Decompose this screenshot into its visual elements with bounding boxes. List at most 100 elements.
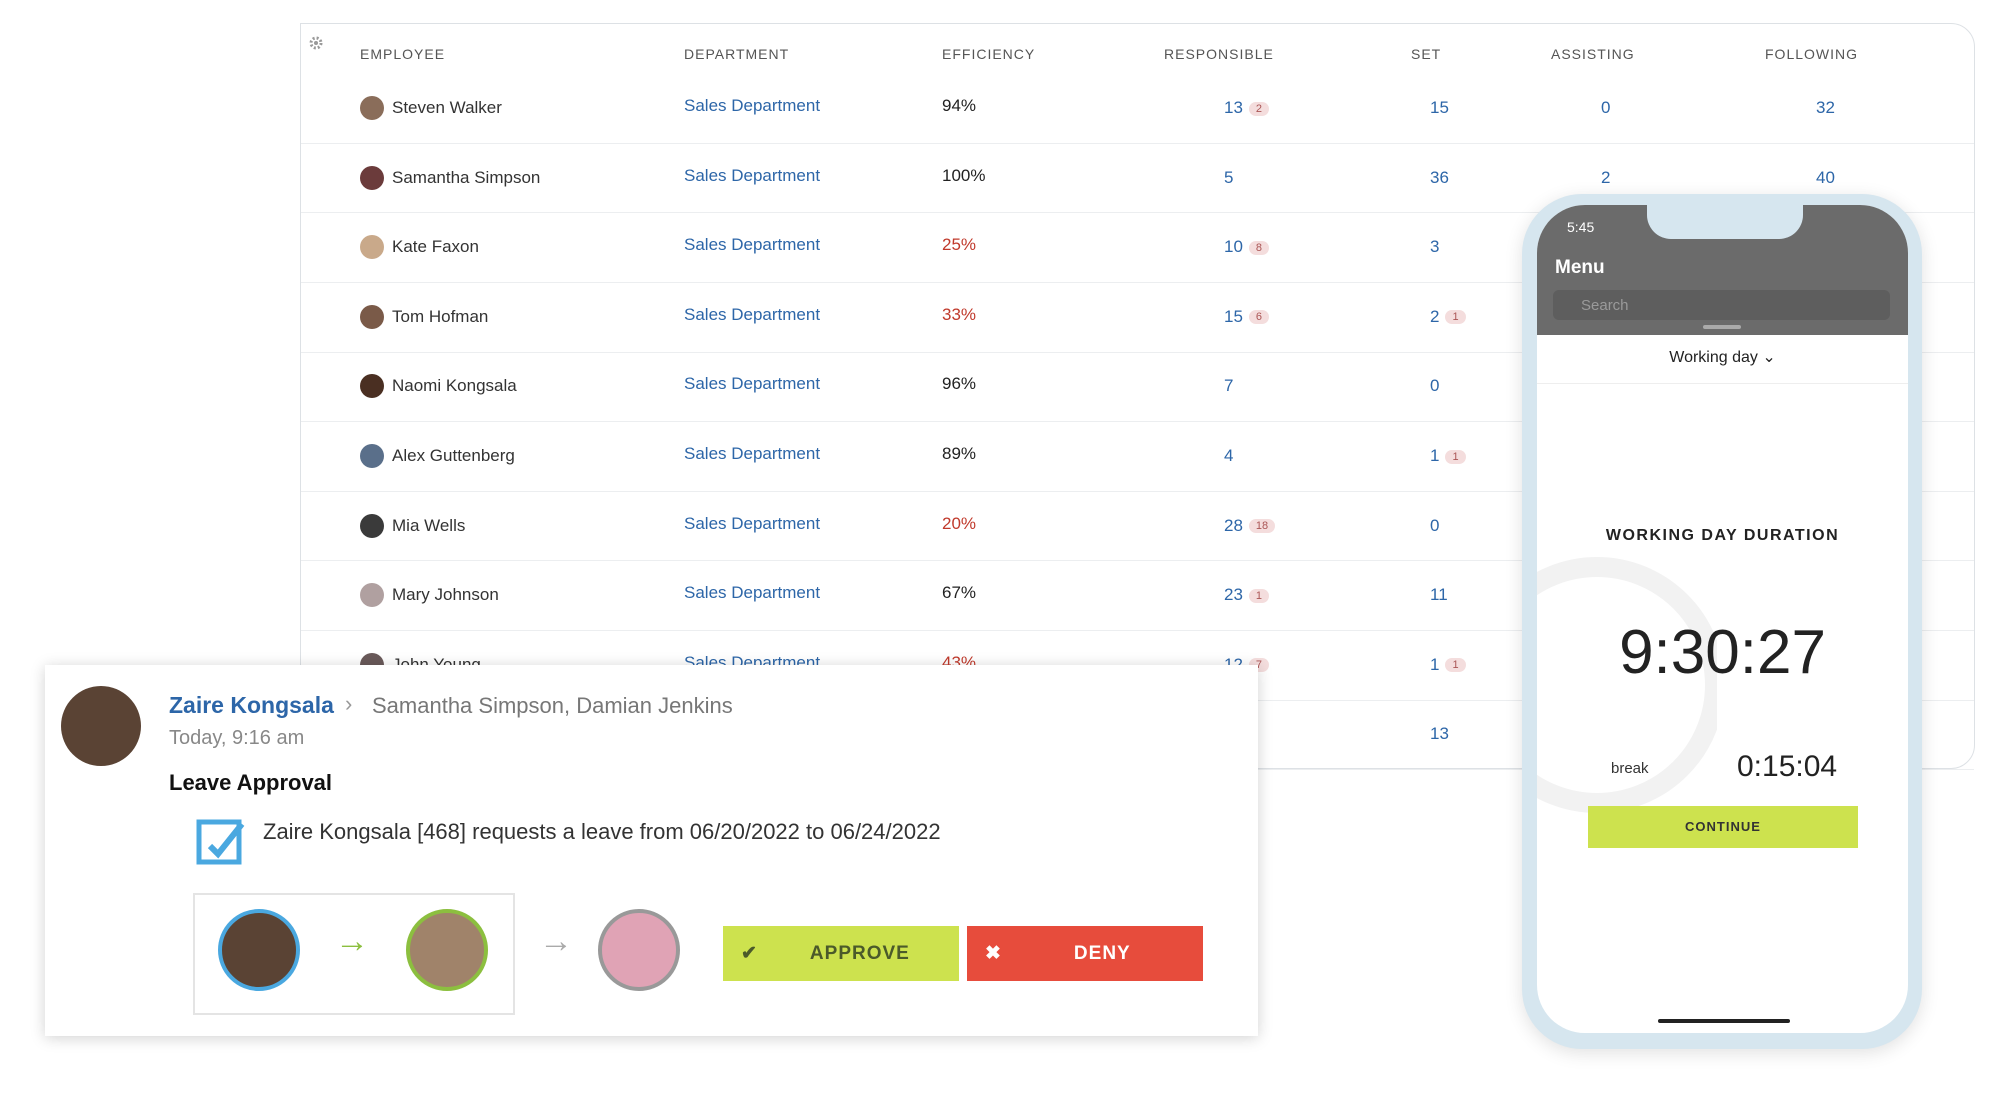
responsible-cell: 28 18: [1224, 515, 1276, 536]
responsible-cell: 5: [1224, 168, 1233, 188]
set-count: 13: [1430, 724, 1449, 744]
responsible-cell: 13 2: [1224, 98, 1270, 118]
set-badge: 1: [1445, 310, 1466, 325]
responsible-count: 5: [1224, 167, 1234, 187]
set-count: 15: [1430, 98, 1449, 117]
following-count: 32: [1816, 98, 1835, 117]
duration-label: WORKING DAY DURATION: [1605, 527, 1840, 544]
set-count: 1: [1430, 654, 1440, 674]
following-cell: 32: [1816, 98, 1835, 118]
search-box[interactable]: [1553, 290, 1890, 320]
title: Leave Approval: [169, 770, 333, 795]
responsible-count: 4: [1224, 446, 1234, 465]
clock: 5:45: [1567, 219, 1595, 235]
responsible-count: 28: [1224, 515, 1243, 535]
approve-button[interactable]: ✔ APPROVE: [723, 926, 959, 981]
assisting-count: 0: [1601, 98, 1611, 117]
employee-name: Steven Walker: [392, 98, 502, 117]
mode-select[interactable]: Working day ⌄: [1537, 335, 1908, 384]
employee-name: Tom Hofman: [392, 306, 489, 326]
responsible-count: 13: [1224, 98, 1243, 117]
leave-icon: [196, 819, 245, 865]
message: Zaire Kongsala [468] requests a leave fr…: [263, 819, 941, 844]
department: Sales Department: [684, 165, 821, 185]
set-cell: 0: [1430, 516, 1439, 536]
responsible-badge: 8: [1248, 240, 1270, 255]
employee-avatar: [360, 96, 384, 120]
column-header: FOLLOWING: [1765, 46, 1859, 62]
break-time: 0:15:04: [1737, 750, 1838, 783]
column-header: ASSISTING: [1551, 46, 1635, 62]
set-count: 1: [1430, 446, 1440, 465]
notification-card: Zaire Kongsala › Samantha Simpson, Damia…: [45, 665, 1258, 1036]
set-cell: 36: [1430, 168, 1449, 188]
flow-arrow: →: [335, 922, 369, 960]
responsible-cell: 23 1: [1224, 585, 1270, 605]
responsible-cell: 4: [1224, 446, 1233, 466]
employee-name: Mary Johnson: [392, 585, 499, 605]
approve-label: APPROVE: [809, 943, 910, 964]
employee-name: Mia Wells: [392, 515, 466, 535]
set-count: 36: [1430, 167, 1449, 187]
requester-avatar: [218, 909, 300, 991]
settings-icon[interactable]: [307, 34, 325, 52]
assisting-cell: 0: [1601, 98, 1610, 118]
recipients: Samantha Simpson, Damian Jenkins: [372, 693, 733, 718]
responsible-count: 10: [1224, 237, 1243, 257]
deny-label: DENY: [1073, 943, 1131, 964]
employee-name: Kate Faxon: [392, 237, 479, 257]
time: Today, 9:16 am: [169, 727, 305, 749]
set-count: 11: [1430, 585, 1448, 605]
column-header: EFFICIENCY: [942, 46, 1036, 62]
set-count: 0: [1430, 376, 1440, 396]
responsible-count: 7: [1224, 376, 1234, 396]
department: Sales Department: [684, 513, 821, 533]
employee-name: Alex Guttenberg: [392, 446, 515, 465]
flow-arrow: →: [539, 922, 573, 960]
efficiency: 33%: [942, 304, 977, 324]
employee-avatar: [360, 374, 384, 399]
handle: [1703, 325, 1741, 329]
department: Sales Department: [684, 235, 821, 255]
employee-avatar: [360, 165, 384, 190]
set-badge: 1: [1445, 449, 1466, 464]
employee-name: Naomi Kongsala: [392, 376, 517, 396]
employee-avatar: [360, 304, 384, 329]
row-divider: [301, 142, 1974, 144]
assisting-cell: 2: [1601, 168, 1610, 188]
set-cell: 13: [1430, 724, 1449, 744]
row-divider: [301, 282, 1974, 283]
responsible-badge: 2: [1248, 101, 1270, 116]
efficiency: 96%: [942, 374, 977, 394]
row-divider: [301, 490, 1974, 492]
efficiency: 25%: [942, 235, 977, 255]
efficiency: 89%: [942, 444, 977, 463]
home-bar: [1658, 1019, 1790, 1023]
author[interactable]: Zaire Kongsala: [169, 692, 334, 718]
responsible-count: 23: [1224, 585, 1243, 605]
phone-screen: 5:45 Menu Search Working day ⌄ WORKING D…: [1537, 205, 1908, 1033]
employee-avatar: [360, 235, 384, 260]
department: Sales Department: [684, 444, 821, 463]
search-placeholder: Search: [1581, 297, 1629, 314]
column-header: EMPLOYEE: [360, 46, 446, 62]
employee-avatar: [360, 444, 384, 468]
set-count: 3: [1430, 237, 1440, 257]
department: Sales Department: [684, 96, 821, 115]
row-divider: [301, 351, 1974, 353]
responsible-badge: 1: [1248, 588, 1270, 603]
responsible-cell: 7: [1224, 376, 1233, 396]
column-header: SET: [1411, 46, 1442, 62]
approval-flow: [193, 893, 515, 1015]
employee-name: Samantha Simpson: [392, 167, 541, 187]
break-label: break: [1611, 760, 1649, 777]
set-cell: 11: [1430, 585, 1448, 605]
deny-button[interactable]: ✖ DENY: [967, 926, 1203, 981]
employee-avatar: [360, 513, 384, 538]
assisting-count: 2: [1601, 167, 1611, 187]
continue-button[interactable]: CONTINUE: [1588, 806, 1858, 848]
row-divider: [301, 421, 1974, 423]
